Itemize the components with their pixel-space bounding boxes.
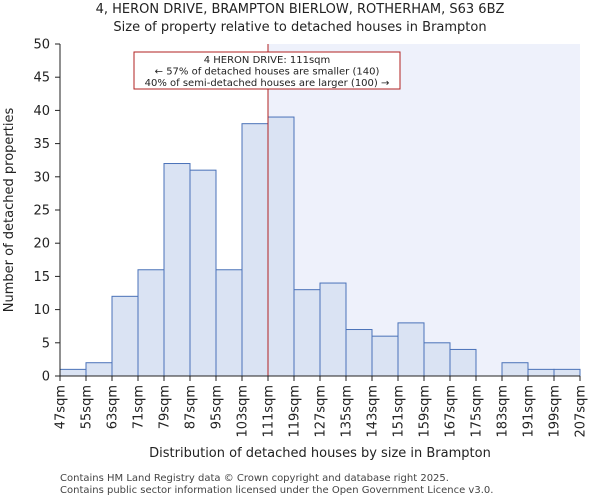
y-tick-label: 0 — [42, 370, 50, 385]
annotation-frame — [133, 51, 401, 90]
x-tick-label: 175sqm — [470, 385, 485, 438]
y-tick-label: 45 — [33, 71, 50, 86]
bar-103sqm — [241, 123, 269, 377]
annotation-line-1: 4 HERON DRIVE: 111sqm — [204, 55, 331, 66]
x-tick-label: 183sqm — [496, 385, 511, 438]
y-tick-label: 35 — [33, 137, 50, 152]
x-axis-label: Distribution of detached houses by size … — [149, 446, 491, 461]
y-tick-label: 20 — [33, 237, 50, 252]
annotation-line-3: 40% of semi-detached houses are larger (… — [145, 78, 390, 89]
x-tick-label: 119sqm — [288, 385, 303, 438]
footer-copyright: Contains HM Land Registry data © Crown c… — [60, 473, 449, 484]
bar-111sqm — [267, 116, 295, 377]
footer-licence: Contains public sector information licen… — [60, 485, 494, 496]
x-tick-label: 159sqm — [418, 385, 433, 438]
y-axis-label: Number of detached properties — [2, 108, 17, 313]
chart-subtitle: Size of property relative to detached ho… — [113, 20, 487, 35]
x-tick-label: 87sqm — [184, 385, 199, 429]
x-tick-label: 63sqm — [106, 385, 121, 429]
bar-135sqm — [345, 329, 373, 377]
bar-159sqm — [423, 342, 451, 377]
bar-55sqm — [85, 362, 113, 377]
annotation-box: 4 HERON DRIVE: 111sqm ← 57% of detached … — [133, 51, 401, 90]
x-ticks-group: 47sqm 55sqm 63sqm 71sqm 79sqm 87sqm 95sqm 103sq… — [54, 376, 589, 438]
bar-183sqm — [501, 362, 529, 377]
y-tick-label: 30 — [33, 170, 50, 185]
x-tick-label: 79sqm — [158, 385, 173, 429]
chart-title-address: 4, HERON DRIVE, BRAMPTON BIERLOW, ROTHER… — [95, 2, 505, 17]
bar-167sqm — [449, 348, 477, 377]
x-tick-label: 111sqm — [262, 385, 277, 438]
x-tick-label: 199sqm — [548, 385, 563, 438]
x-tick-label: 191sqm — [522, 385, 537, 438]
bar-119sqm — [293, 289, 321, 377]
x-tick-label: 207sqm — [574, 385, 589, 438]
y-tick-label: 10 — [33, 303, 50, 318]
x-tick-label: 143sqm — [366, 385, 381, 438]
x-tick-label: 151sqm — [392, 385, 407, 438]
annotation-line-2: ← 57% of detached houses are smaller (14… — [155, 67, 380, 78]
x-tick-label: 127sqm — [314, 385, 329, 438]
bar-191sqm — [527, 368, 555, 377]
y-tick-label: 25 — [33, 204, 50, 219]
x-tick-label: 103sqm — [236, 385, 251, 438]
bar-87sqm — [189, 169, 217, 377]
bar-63sqm — [111, 295, 139, 377]
x-tick-label: 47sqm — [54, 385, 69, 429]
bars-group — [59, 116, 581, 377]
y-ticks-group: 0 5 10 15 20 25 30 35 40 45 50 — [33, 38, 60, 385]
y-tick-label: 5 — [42, 336, 50, 351]
bar-151sqm — [397, 322, 425, 377]
x-tick-label: 55sqm — [80, 385, 95, 429]
y-tick-label: 40 — [33, 104, 50, 119]
bar-95sqm — [215, 269, 243, 377]
y-tick-label: 50 — [33, 38, 50, 53]
bar-79sqm — [163, 163, 191, 377]
x-tick-label: 95sqm — [210, 385, 225, 429]
histogram-chart: 0 5 10 15 20 25 30 35 40 45 50 47sqm 55sqm 63sqm 71sq… — [2, 38, 589, 462]
bar-47sqm — [59, 368, 87, 377]
x-tick-label: 135sqm — [340, 385, 355, 438]
bar-143sqm — [371, 335, 399, 377]
bar-127sqm — [319, 282, 347, 377]
y-tick-label: 15 — [33, 270, 50, 285]
bar-199sqm — [553, 368, 581, 377]
bar-71sqm — [137, 269, 165, 377]
x-tick-label: 167sqm — [444, 385, 459, 438]
x-tick-label: 71sqm — [132, 385, 147, 429]
